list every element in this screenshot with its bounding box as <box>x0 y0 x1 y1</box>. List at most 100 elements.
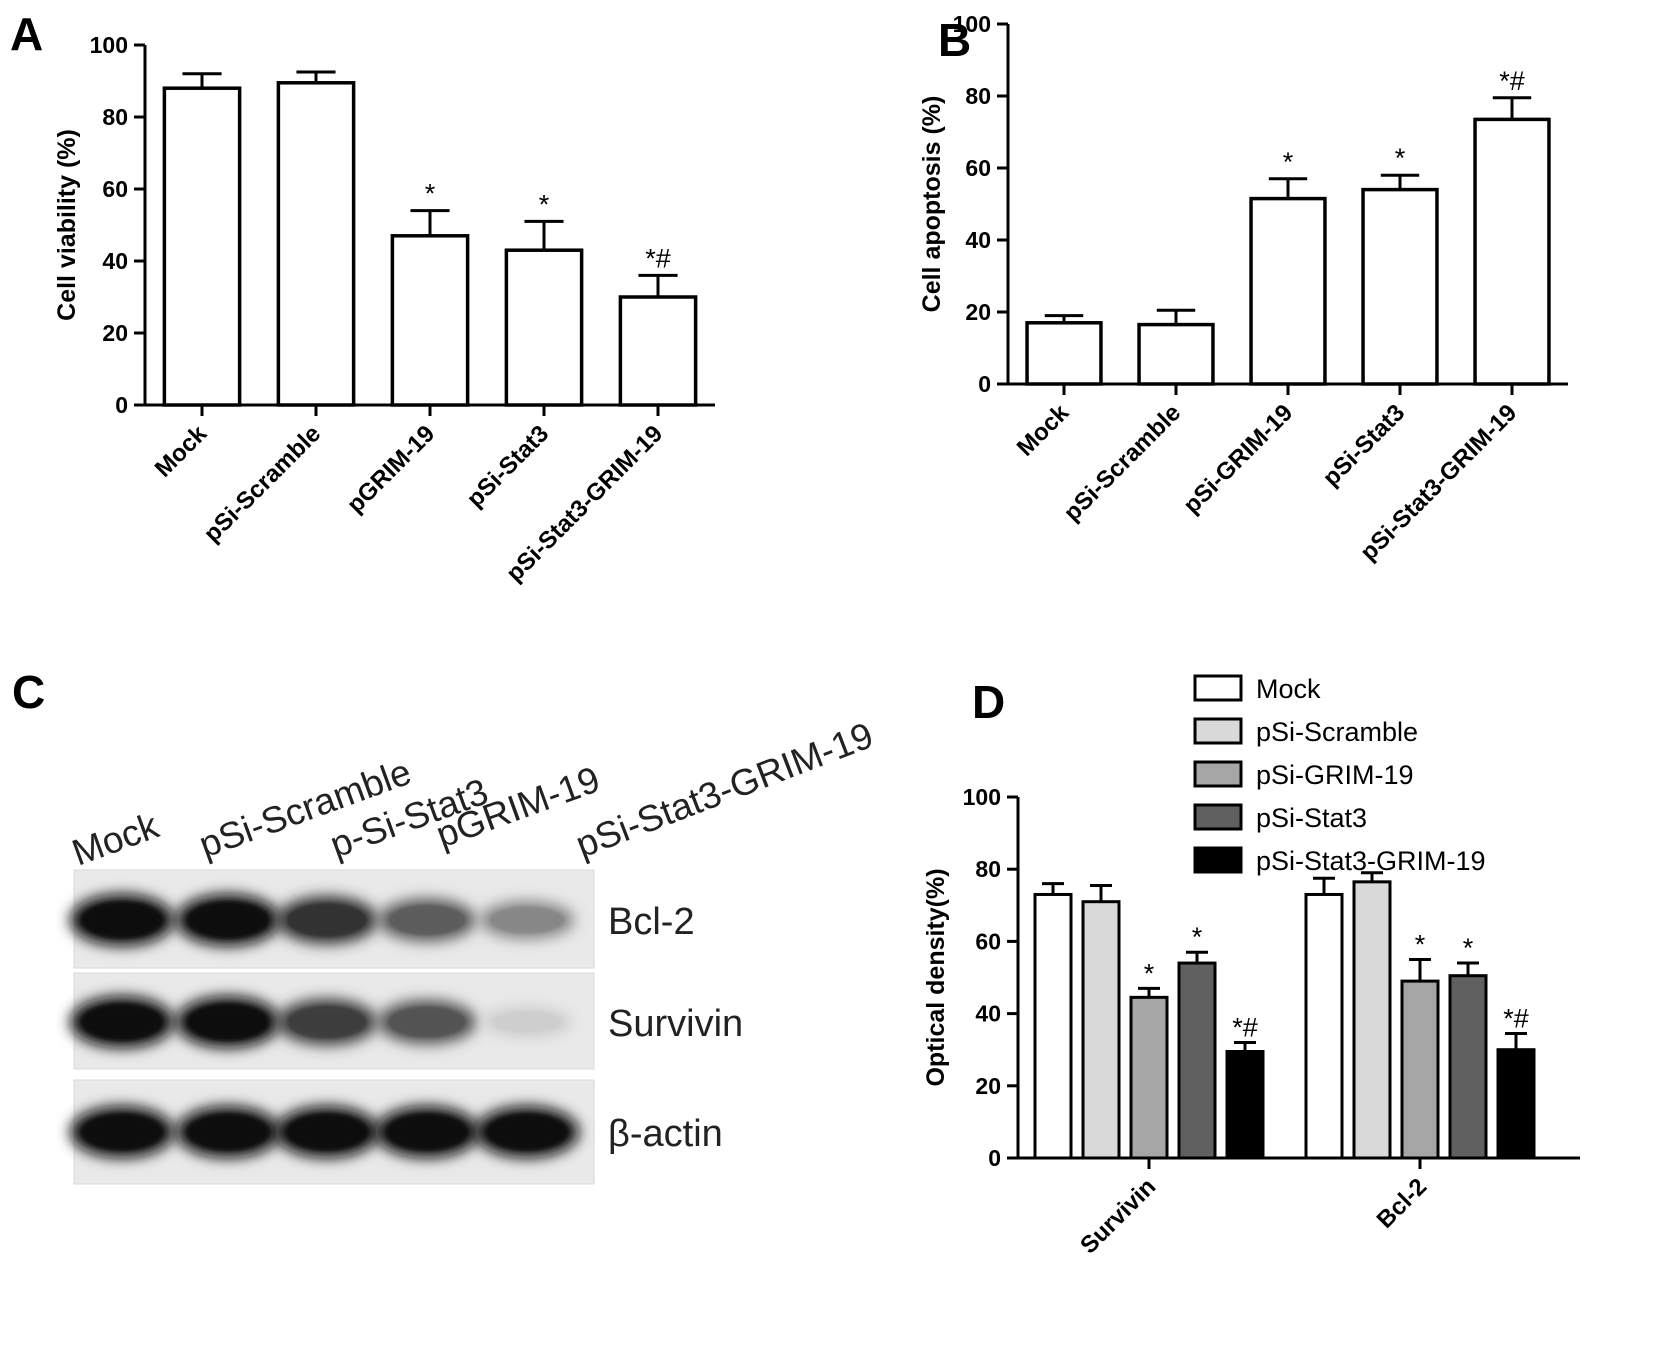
panel-letter-d: D <box>972 676 1005 728</box>
bar <box>1025 321 1103 386</box>
panel-letter-a: A <box>10 8 43 60</box>
y-tick-label: 100 <box>963 784 1001 810</box>
panel-letter-b: B <box>938 14 971 66</box>
y-axis-label: Cell viability (%) <box>53 129 81 321</box>
blot-lane-label: Mock <box>67 805 165 874</box>
blot-band-core <box>187 1113 269 1151</box>
blot-protein-label: β-actin <box>608 1113 723 1155</box>
x-tick-label: pSi-Stat3 <box>462 420 555 513</box>
y-tick-label: 40 <box>975 1001 1001 1027</box>
bar <box>1081 900 1121 1160</box>
blot-band-core <box>489 906 565 934</box>
blot-protein-label: Bcl-2 <box>608 901 695 943</box>
y-tick-label: 40 <box>102 248 128 274</box>
legend-label: pSi-Stat3 <box>1256 803 1367 833</box>
y-tick-label: 60 <box>975 928 1001 954</box>
bar <box>1473 117 1551 386</box>
blot-band-core <box>81 1113 163 1151</box>
blot-band-core <box>81 1003 163 1041</box>
western-blot-c: Mock pSi-Scramblep-Si-Stat3pGRIM-19pSi-St… <box>67 714 879 1185</box>
x-tick-label: Mock <box>150 420 213 483</box>
legend-swatch <box>1193 674 1243 702</box>
bar <box>162 86 242 407</box>
y-tick-label: 80 <box>102 104 128 130</box>
blot-band-core <box>286 1113 368 1151</box>
y-tick-label: 0 <box>978 371 991 397</box>
blot-band-core <box>187 901 269 939</box>
legend-swatch <box>1193 803 1243 831</box>
significance-marker: * <box>1395 143 1406 173</box>
blot-band-core <box>386 1113 468 1151</box>
x-tick-label: pSi-GRIM-19 <box>1178 399 1298 519</box>
blot-band-core <box>388 1006 466 1038</box>
bar <box>1177 961 1217 1160</box>
x-tick-label: pSi-Scramble <box>1059 399 1187 527</box>
bar <box>1352 880 1392 1160</box>
y-tick-label: 60 <box>102 176 128 202</box>
bar <box>276 81 356 407</box>
significance-marker: *# <box>645 243 671 273</box>
bar <box>1496 1048 1536 1160</box>
significance-marker: *# <box>1499 66 1525 96</box>
x-tick-label: pGRIM-19 <box>342 420 440 518</box>
significance-marker: *# <box>1232 1012 1258 1042</box>
bar <box>1225 1050 1265 1160</box>
bar <box>1137 322 1215 386</box>
blot-lane-label: pSi-Stat3-GRIM-19 <box>570 714 878 865</box>
chart-a-cell-viability: 0 20 40 60 80 100 Cell viability (%) MockpSi-Sc… <box>53 32 715 587</box>
significance-marker: * <box>1192 922 1203 952</box>
y-tick-label: 100 <box>953 11 991 37</box>
bar <box>390 234 470 407</box>
y-tick-label: 20 <box>965 299 991 325</box>
x-tick-label: Mock <box>1012 399 1075 462</box>
bar <box>504 248 584 407</box>
significance-marker: * <box>539 189 550 219</box>
significance-marker: * <box>1415 929 1426 959</box>
chart-b-cell-apoptosis: 0 20 40 60 80 100 Cell apoptosis (%) MockpSi-Sc… <box>918 11 1568 566</box>
y-tick-label: 0 <box>115 392 128 418</box>
significance-marker: * <box>1144 958 1155 988</box>
bar <box>618 295 698 407</box>
blot-band-core <box>81 901 163 939</box>
y-tick-label: 80 <box>975 856 1001 882</box>
significance-marker: * <box>1463 933 1474 963</box>
legend-swatch <box>1193 717 1243 745</box>
significance-marker: * <box>425 179 436 209</box>
x-tick-label: pSi-Scramble <box>199 420 327 548</box>
y-tick-label: 20 <box>102 320 128 346</box>
legend-swatch <box>1193 760 1243 788</box>
bar <box>1448 974 1488 1160</box>
y-tick-label: 100 <box>90 32 128 58</box>
y-tick-label: 60 <box>965 155 991 181</box>
legend-swatch <box>1193 846 1243 874</box>
significance-marker: * <box>1283 147 1294 177</box>
blot-protein-label: Survivin <box>608 1003 743 1045</box>
y-tick-label: 0 <box>988 1145 1001 1171</box>
blot-band-core <box>388 904 466 936</box>
blot-band-core <box>491 1011 563 1033</box>
x-tick-label: Survivin <box>1075 1173 1161 1259</box>
y-axis-label: Cell apoptosis (%) <box>918 96 946 313</box>
chart-d-optical-density: 0 20 40 60 80 100 Optical density(%) * * *# Surviv… <box>922 674 1580 1259</box>
legend-label: pSi-GRIM-19 <box>1256 760 1414 790</box>
legend-label: pSi-Stat3-GRIM-19 <box>1256 846 1486 876</box>
y-axis-label: Optical density(%) <box>922 868 950 1086</box>
blot-band-core <box>187 1003 269 1041</box>
blot-band-core <box>486 1113 568 1151</box>
y-tick-label: 20 <box>975 1073 1001 1099</box>
significance-marker: *# <box>1503 1003 1529 1033</box>
bar <box>1304 892 1344 1160</box>
bar <box>1400 979 1440 1160</box>
y-tick-label: 80 <box>965 83 991 109</box>
x-tick-label: pSi-Stat3 <box>1318 399 1411 492</box>
bar <box>1361 187 1439 386</box>
legend-label: Mock <box>1256 674 1321 704</box>
bar <box>1129 995 1169 1160</box>
blot-band-core <box>287 903 367 937</box>
blot-band-core <box>287 1005 367 1039</box>
bar <box>1249 196 1327 386</box>
legend-label: pSi-Scramble <box>1256 717 1418 747</box>
panel-letter-c: C <box>12 666 45 718</box>
y-tick-label: 40 <box>965 227 991 253</box>
